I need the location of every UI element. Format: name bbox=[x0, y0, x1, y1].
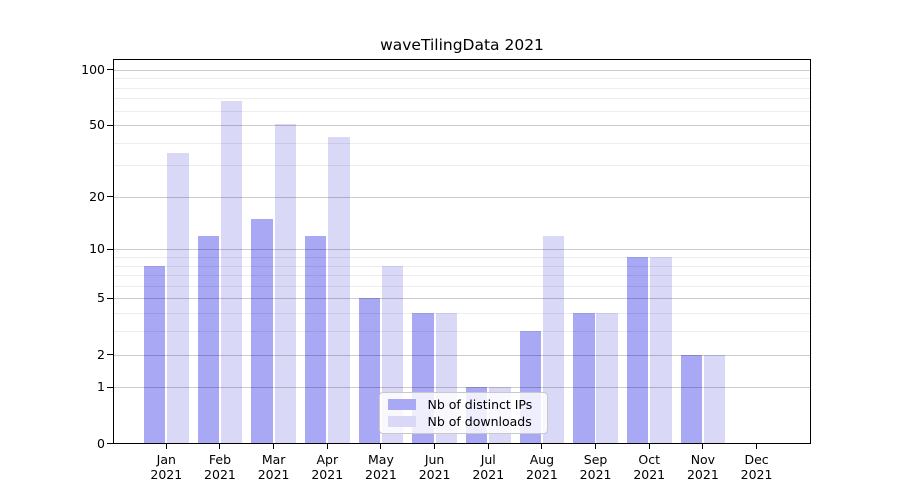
bar-distinct-ips-apr-2021 bbox=[304, 235, 327, 444]
gridline-minor-30 bbox=[114, 165, 811, 167]
x-tick-mark bbox=[219, 444, 221, 449]
x-tick-mark bbox=[273, 444, 275, 449]
legend-label-downloads: Nb of downloads bbox=[427, 414, 532, 429]
x-tick-mark bbox=[326, 444, 328, 449]
x-tick-label: May 2021 bbox=[365, 451, 397, 483]
y-tick-mark bbox=[107, 354, 114, 356]
bar-downloads-feb-2021 bbox=[220, 100, 243, 444]
x-tick-label: Jul 2021 bbox=[472, 451, 505, 483]
gridline-minor-60 bbox=[114, 110, 811, 112]
gridline-major-10 bbox=[114, 249, 811, 251]
y-tick-label: 100 bbox=[81, 61, 105, 77]
y-tick-mark bbox=[107, 248, 114, 250]
y-tick-mark bbox=[107, 386, 114, 388]
gridline-minor-4 bbox=[114, 313, 811, 315]
gridline-minor-6 bbox=[114, 285, 811, 287]
chart-title: waveTilingData 2021 bbox=[380, 36, 544, 54]
bar-downloads-nov-2021 bbox=[703, 354, 726, 444]
gridline-minor-3 bbox=[114, 331, 811, 333]
x-tick-mark bbox=[648, 444, 650, 449]
y-tick-label: 10 bbox=[89, 241, 105, 257]
x-tick-label: Apr 2021 bbox=[311, 451, 344, 483]
y-tick-mark bbox=[107, 69, 114, 71]
x-tick-mark bbox=[487, 444, 489, 449]
x-tick-label: Mar 2021 bbox=[257, 451, 290, 483]
bar-distinct-ips-mar-2021 bbox=[251, 218, 273, 444]
gridline-minor-90 bbox=[114, 78, 811, 80]
bar-downloads-jan-2021 bbox=[167, 153, 189, 444]
bar-distinct-ips-oct-2021 bbox=[626, 257, 649, 444]
gridline-major-2 bbox=[114, 354, 811, 356]
legend-label-distinct-ips: Nb of distinct IPs bbox=[427, 397, 533, 412]
gridline-major-5 bbox=[114, 298, 811, 300]
gridline-minor-9 bbox=[114, 257, 811, 259]
bar-downloads-mar-2021 bbox=[274, 123, 297, 444]
gridline-minor-40 bbox=[114, 142, 811, 144]
bar-distinct-ips-feb-2021 bbox=[197, 235, 220, 444]
gridline-minor-8 bbox=[114, 265, 811, 267]
y-tick-mark bbox=[107, 443, 114, 444]
x-tick-mark bbox=[380, 444, 382, 449]
x-tick-label: Oct 2021 bbox=[633, 451, 666, 483]
x-tick-label: Sep 2021 bbox=[579, 451, 612, 483]
bar-distinct-ips-jan-2021 bbox=[143, 265, 166, 444]
gridline-major-1 bbox=[114, 387, 811, 389]
x-tick-mark bbox=[165, 444, 167, 449]
x-tick-label: Aug 2021 bbox=[526, 451, 558, 483]
y-tick-label: 20 bbox=[89, 188, 105, 204]
x-tick-label: Jun 2021 bbox=[418, 451, 451, 483]
x-tick-label: Jan 2021 bbox=[150, 451, 183, 483]
bar-downloads-apr-2021 bbox=[328, 137, 350, 444]
x-tick-label: Dec 2021 bbox=[740, 451, 773, 483]
x-tick-mark bbox=[756, 444, 758, 449]
bar-downloads-sep-2021 bbox=[596, 313, 618, 444]
x-tick-mark bbox=[595, 444, 597, 449]
x-tick-mark bbox=[702, 444, 704, 449]
gridline-minor-7 bbox=[114, 275, 811, 277]
gridline-minor-70 bbox=[114, 98, 811, 100]
plot-border bbox=[113, 59, 811, 444]
bar-distinct-ips-may-2021 bbox=[358, 298, 381, 444]
y-tick-mark bbox=[107, 124, 114, 126]
x-tick-label: Nov 2021 bbox=[686, 451, 719, 483]
legend-swatch-distinct-ips bbox=[387, 399, 416, 410]
bar-distinct-ips-sep-2021 bbox=[573, 313, 595, 444]
y-tick-label: 5 bbox=[97, 290, 105, 306]
y-tick-label: 1 bbox=[97, 379, 105, 395]
y-tick-mark bbox=[107, 196, 114, 198]
bar-distinct-ips-nov-2021 bbox=[680, 354, 702, 444]
y-tick-mark bbox=[107, 297, 114, 299]
y-tick-label: 0 bbox=[97, 435, 105, 451]
x-tick-label: Feb 2021 bbox=[204, 451, 236, 483]
x-tick-mark bbox=[434, 444, 436, 449]
x-tick-mark bbox=[541, 444, 543, 449]
legend: Nb of distinct IPs Nb of downloads bbox=[378, 392, 548, 434]
legend-item-downloads: Nb of downloads bbox=[387, 414, 539, 429]
y-tick-label: 2 bbox=[97, 346, 105, 362]
y-tick-label: 50 bbox=[89, 117, 105, 133]
gridline-major-20 bbox=[114, 196, 811, 198]
bar-downloads-oct-2021 bbox=[650, 257, 672, 444]
legend-swatch-downloads bbox=[387, 416, 416, 427]
gridline-minor-80 bbox=[114, 87, 811, 89]
bar-downloads-aug-2021 bbox=[542, 235, 565, 444]
gridline-major-100 bbox=[114, 69, 811, 71]
gridline-major-50 bbox=[114, 125, 811, 127]
legend-item-distinct-ips: Nb of distinct IPs bbox=[387, 397, 539, 412]
